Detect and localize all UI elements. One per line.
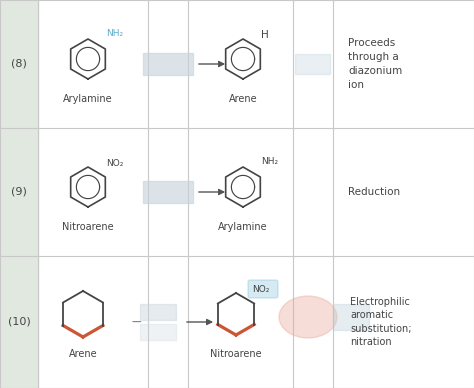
Bar [143,181,193,203]
Text: H: H [261,30,269,40]
Text: (8): (8) [11,59,27,69]
Bar [0,0,38,388]
Bar [143,53,193,75]
Bar [333,304,369,330]
Bar [295,54,330,74]
Text: Arylamine: Arylamine [218,222,268,232]
Text: NH₂: NH₂ [261,156,278,166]
Text: Nitroarene: Nitroarene [210,349,262,359]
Bar [140,324,176,340]
Text: Reduction: Reduction [348,187,400,197]
Text: Arene: Arene [69,349,97,359]
Text: Electrophilic
aromatic
substitution;
nitration: Electrophilic aromatic substitution; nit… [350,297,411,347]
Text: (10): (10) [8,317,30,327]
Text: NH₂: NH₂ [106,28,123,38]
Text: −: − [130,315,142,329]
Ellipse shape [279,296,337,338]
Text: Arene: Arene [228,94,257,104]
Text: Arylamine: Arylamine [63,94,113,104]
Text: Nitroarene: Nitroarene [62,222,114,232]
Text: NO₂: NO₂ [106,159,123,168]
Bar [140,304,176,320]
Text: Proceeds
through a
diazonium
ion: Proceeds through a diazonium ion [348,38,402,90]
Text: (9): (9) [11,187,27,197]
Text: NO₂: NO₂ [252,284,269,293]
FancyBboxPatch shape [248,280,278,298]
